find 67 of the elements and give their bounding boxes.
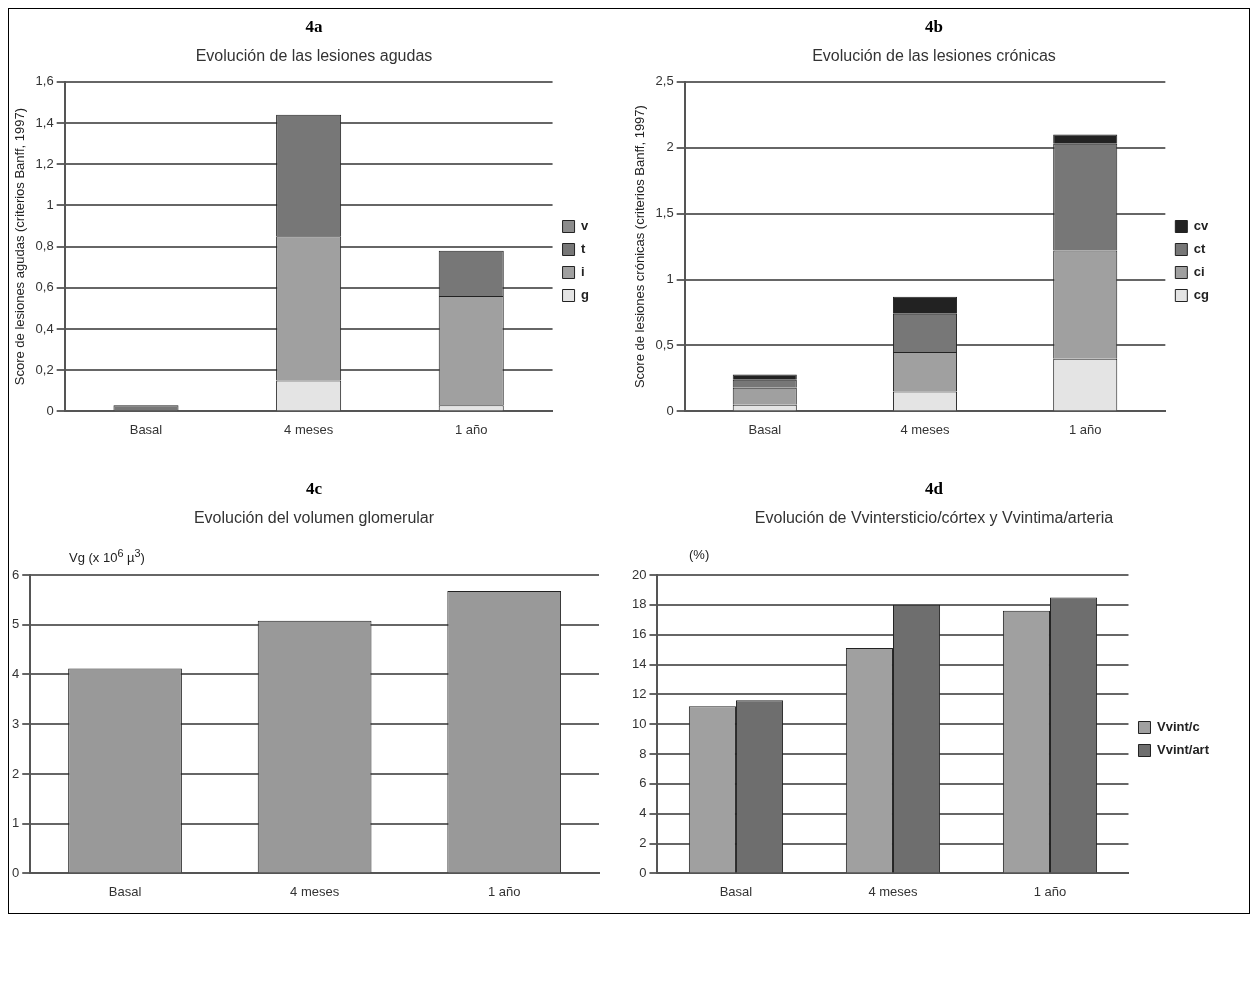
y-tick-label: 1 (666, 271, 674, 287)
x-tick-label: 1 año (1068, 421, 1102, 437)
y-tick-label: 0,8 (35, 238, 54, 254)
y-tick-label: 1 (46, 196, 54, 212)
y-tick-label: 0,6 (35, 279, 54, 295)
y-tick-label: 14 (631, 656, 647, 672)
legend-label: Vvint/c (1156, 719, 1200, 735)
y-tick-label: 20 (631, 566, 647, 582)
chart-subtitle: Evolución del volumen glomerular (192, 509, 436, 527)
x-tick-label: Basal (129, 421, 163, 437)
legend-label: cg (1193, 287, 1210, 303)
y-tick-label: 0 (639, 864, 647, 880)
chart-title: 4c (304, 479, 323, 499)
y-axis-title: Score de lesiones crónicas (criterios Banff, 1997) (632, 105, 648, 389)
legend-label: Vvint/art (1156, 742, 1210, 758)
legend-label: t (581, 241, 587, 257)
y-tick-label: 1,6 (35, 73, 54, 89)
x-tick-label: 4 meses (290, 883, 340, 899)
y-tick-label: 0 (666, 402, 674, 418)
legend-label: v (581, 218, 590, 234)
legend-label: g (581, 287, 590, 303)
y-tick-label: 6 (639, 775, 647, 791)
y-tick-label: 1 (12, 815, 20, 831)
y-tick-label: 0,2 (35, 361, 54, 377)
legend-label: ci (1193, 264, 1205, 280)
x-tick-label: Basal (108, 883, 142, 899)
y-tick-label: 8 (639, 745, 647, 761)
legend-label: i (581, 264, 585, 280)
y-tick-label: 0,5 (655, 337, 674, 353)
y-tick-label: 2,5 (655, 73, 674, 89)
chart-subtitle: Evolución de las lesiones crónicas (811, 47, 1057, 65)
y-tick-label: 2 (666, 139, 674, 155)
legend-label: cv (1193, 218, 1210, 234)
y-tick-label: 10 (631, 715, 647, 731)
chart-title: 4b (924, 17, 944, 37)
x-tick-label: 1 año (454, 421, 488, 437)
y-tick-label: 0 (46, 402, 54, 418)
x-tick-label: Basal (748, 421, 782, 437)
y-tick-label: 5 (12, 616, 20, 632)
y-tick-label: 1,2 (35, 155, 54, 171)
y-tick-label: 3 (12, 715, 20, 731)
chart-subtitle: Evolución de Vvintersticio/córtex y Vvintima/arteria (753, 509, 1115, 527)
y-tick-label: 0 (12, 864, 20, 880)
y-tick-label: 2 (639, 835, 647, 851)
x-tick-label: 4 meses (868, 883, 919, 899)
y-axis-title: Score de lesiones agudas (criterios Banff, 1997) (12, 107, 28, 386)
y-axis-title: Vg (x 10$^{6}$ µ$^{3}$) (69, 547, 145, 566)
chart-title: 4d (924, 479, 944, 499)
y-tick-label: 1,4 (35, 114, 54, 130)
x-tick-label: 1 año (487, 883, 521, 899)
y-tick-label: 6 (12, 566, 20, 582)
y-tick-label: 12 (631, 685, 647, 701)
y-tick-label: 2 (12, 765, 20, 781)
x-tick-label: 4 meses (900, 421, 951, 437)
y-tick-label: 1,5 (655, 205, 674, 221)
x-tick-label: Basal (719, 883, 753, 899)
y-axis-title: (%) (689, 547, 710, 562)
legend-label: ct (1193, 241, 1207, 257)
chart-title: 4a (304, 17, 324, 37)
y-tick-label: 4 (12, 666, 20, 682)
y-tick-label: 16 (631, 626, 647, 642)
x-tick-label: 1 año (1033, 883, 1067, 899)
x-tick-label: 4 meses (284, 421, 334, 437)
y-tick-label: 4 (639, 805, 647, 821)
y-tick-label: 18 (631, 596, 647, 612)
y-tick-label: 0,4 (35, 320, 54, 336)
chart-subtitle: Evolución de las lesiones agudas (194, 47, 434, 65)
